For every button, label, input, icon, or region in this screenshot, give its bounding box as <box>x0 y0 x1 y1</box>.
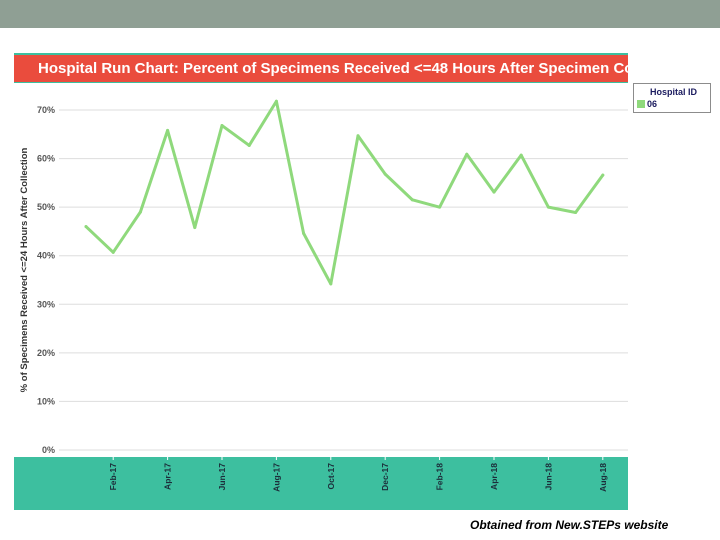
x-tick-label: Feb-18 <box>435 463 445 491</box>
data-point <box>247 143 251 147</box>
y-tick-label: 50% <box>37 202 55 212</box>
series-line <box>84 99 605 286</box>
legend-swatch <box>637 100 645 108</box>
data-point <box>410 198 414 202</box>
data-point <box>601 173 605 177</box>
y-tick-label: 60% <box>37 154 55 164</box>
source-caption: Obtained from New.STEPs website <box>470 518 669 532</box>
legend: Hospital ID 06 <box>633 83 711 113</box>
chart-title: Hospital Run Chart: Percent of Specimens… <box>14 55 686 82</box>
y-tick-label: 30% <box>37 299 55 309</box>
data-point <box>84 225 88 229</box>
legend-label: 06 <box>647 99 658 109</box>
header-bar <box>0 0 720 28</box>
x-tick-label: Apr-18 <box>489 463 499 490</box>
data-point <box>438 205 442 209</box>
data-point <box>519 153 523 157</box>
y-tick-label: 40% <box>37 251 55 261</box>
data-point <box>166 128 170 132</box>
x-tick-label: Dec-17 <box>380 463 390 491</box>
y-tick-label: 70% <box>37 105 55 115</box>
y-tick-label: 10% <box>37 396 55 406</box>
data-point <box>302 231 306 235</box>
data-point <box>465 152 469 156</box>
data-point <box>383 172 387 176</box>
data-point <box>138 210 142 214</box>
data-point <box>274 99 278 103</box>
x-tick-label: Jun-17 <box>217 463 227 491</box>
x-tick-label: Feb-17 <box>108 463 118 491</box>
y-tick-label: 20% <box>37 348 55 358</box>
x-tick-label: Aug-17 <box>271 463 281 492</box>
x-tick-label: Aug-18 <box>598 463 608 492</box>
x-tick-label: Oct-17 <box>326 463 336 490</box>
plot-background <box>59 83 628 457</box>
y-axis-panel <box>14 83 59 457</box>
data-point <box>111 250 115 254</box>
y-axis-title: % of Specimens Received <=24 Hours After… <box>19 147 30 392</box>
data-point <box>356 134 360 138</box>
data-point <box>574 210 578 214</box>
data-point <box>220 124 224 128</box>
data-point <box>329 282 333 286</box>
y-tick-label: 0% <box>42 445 55 455</box>
x-tick-label: Jun-18 <box>543 463 553 491</box>
data-point <box>492 190 496 194</box>
data-point <box>193 226 197 230</box>
x-tick-label: Apr-17 <box>163 463 173 490</box>
data-point <box>546 205 550 209</box>
legend-title: Hospital ID <box>650 87 698 97</box>
